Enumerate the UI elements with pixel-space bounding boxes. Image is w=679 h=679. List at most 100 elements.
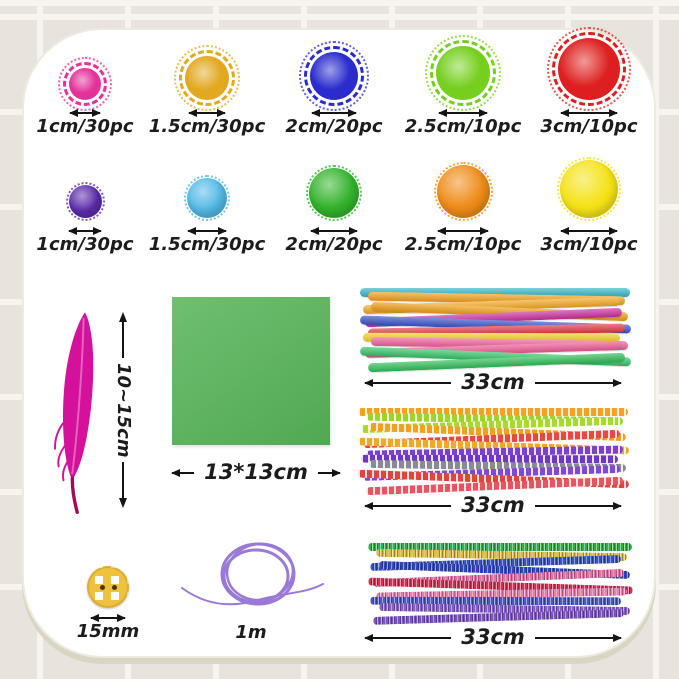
arrowhead-right-icon	[218, 227, 227, 236]
felt-pompom	[557, 157, 621, 222]
arrowhead-right-icon	[93, 227, 102, 236]
size-arrow	[437, 227, 489, 236]
paper-square	[172, 297, 330, 445]
pipe-cleaner-strand	[359, 288, 631, 297]
arrowhead-left-icon	[188, 109, 197, 118]
size-arrow	[90, 614, 126, 622]
arrowhead-left-icon	[187, 227, 196, 236]
arrowhead-left-icon	[171, 469, 180, 477]
bundle-length-dimension: 33cm	[364, 370, 622, 396]
bundle-length-label: 33cm	[461, 370, 525, 395]
glitter-pom-item: 1cm/30pc	[30, 38, 140, 138]
arrowhead-right-icon	[613, 502, 622, 510]
dimension-line	[171, 469, 195, 477]
arrowhead-down-icon	[119, 498, 127, 509]
arrowhead-left-icon	[68, 227, 77, 236]
arrowhead-right-icon	[217, 109, 226, 118]
bundle-length-label: 33cm	[461, 493, 525, 518]
arrowhead-right-icon	[613, 634, 622, 642]
size-label: 2cm/20pc	[285, 234, 383, 256]
size-label: 3cm/10pc	[540, 116, 638, 138]
size-label: 1.5cm/30pc	[148, 116, 266, 138]
glitter-pom-item: 2cm/20pc	[279, 38, 389, 138]
size-label: 2cm/20pc	[285, 116, 383, 138]
pipe-cleaner-strand	[367, 543, 633, 551]
content-card: 1cm/30pc 1.5cm/30pc 2cm/20pc 2.5cm/10pc …	[22, 27, 656, 658]
plain-pom-item: 2cm/20pc	[279, 148, 389, 256]
gingham-button-image	[87, 566, 129, 608]
dimension-line	[364, 379, 452, 387]
plain-pom-item: 3cm/10pc	[534, 148, 644, 256]
size-label: 2.5cm/10pc	[404, 234, 522, 256]
arrowhead-right-icon	[609, 109, 618, 118]
arrowhead-up-icon	[119, 312, 127, 322]
button-size-label: 15mm	[76, 621, 140, 642]
size-arrow	[187, 227, 227, 236]
arrowhead-right-icon	[609, 227, 618, 236]
arrowhead-right-icon	[349, 227, 358, 236]
dimension-line	[317, 469, 342, 477]
size-label: 1cm/30pc	[36, 116, 134, 138]
arrowhead-left-icon	[560, 109, 569, 118]
feather-length-label: 10~15cm	[112, 362, 134, 458]
arrowhead-left-icon	[90, 614, 99, 622]
size-label: 3cm/10pc	[540, 234, 638, 256]
pipe-cleaner-strand	[357, 408, 629, 416]
arrowhead-left-icon	[364, 379, 373, 387]
arrowhead-right-icon	[92, 109, 101, 118]
arrowhead-right-icon	[479, 109, 488, 118]
button-hole	[111, 584, 117, 590]
felt-pompom	[433, 162, 493, 222]
dimension-line	[122, 462, 124, 499]
dimension-line	[364, 634, 452, 642]
pipe-cleaner-bundle-striped	[355, 405, 631, 496]
glitter-pompom	[425, 35, 501, 112]
arrowhead-left-icon	[364, 502, 373, 510]
bundle-length-dimension: 33cm	[364, 625, 622, 651]
felt-pompom	[65, 182, 105, 222]
glitter-pompom	[58, 57, 112, 112]
size-arrow	[560, 109, 618, 118]
arrowhead-left-icon	[364, 634, 373, 642]
dimension-line	[534, 502, 622, 510]
size-arrow	[438, 109, 488, 118]
feather-height-dimension: 10~15cm	[110, 312, 136, 509]
arrowhead-right-icon	[348, 109, 357, 118]
glitter-pom-item: 3cm/10pc	[534, 27, 644, 138]
size-label: 1.5cm/30pc	[148, 234, 266, 256]
glitter-pom-item: 2.5cm/10pc	[405, 35, 521, 138]
dimension-line	[534, 634, 622, 642]
cord-length-label: 1m	[235, 622, 267, 643]
size-arrow	[69, 109, 101, 118]
pipe-cleaner-bundle-solid	[357, 285, 633, 373]
felt-pompom	[306, 165, 362, 222]
plain-pom-item: 2.5cm/10pc	[405, 148, 521, 256]
size-arrow	[311, 109, 357, 118]
glitter-pompom	[174, 45, 240, 112]
glitter-pom-item: 1.5cm/30pc	[149, 38, 265, 138]
size-arrow	[310, 227, 358, 236]
plain-pom-item: 1cm/30pc	[30, 148, 140, 256]
size-arrow	[68, 227, 102, 236]
button-item: 15mm	[60, 566, 156, 643]
pipe-cleaner-bundle-glitter	[365, 540, 635, 625]
bundle-length-dimension: 33cm	[364, 493, 622, 519]
arrowhead-right-icon	[117, 614, 126, 622]
arrowhead-left-icon	[310, 227, 319, 236]
size-label: 1cm/30pc	[36, 234, 134, 256]
arrowhead-left-icon	[437, 227, 446, 236]
arrowhead-right-icon	[613, 379, 622, 387]
paper-size-dimension: 13*13cm	[171, 460, 342, 486]
button-hole	[99, 584, 105, 590]
plain-pom-item: 1.5cm/30pc	[149, 148, 265, 256]
feather-image	[54, 312, 94, 515]
arrowhead-left-icon	[438, 109, 447, 118]
paper-size-label: 13*13cm	[204, 460, 308, 485]
bundle-length-label: 33cm	[461, 625, 525, 650]
arrowhead-left-icon	[69, 109, 78, 118]
arrowhead-left-icon	[560, 227, 569, 236]
size-label: 2.5cm/10pc	[404, 116, 522, 138]
dimension-line	[534, 379, 622, 387]
cord-image	[181, 542, 324, 606]
